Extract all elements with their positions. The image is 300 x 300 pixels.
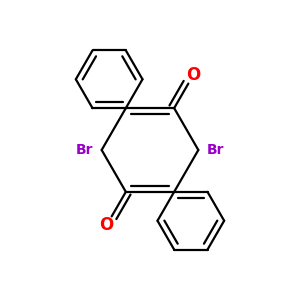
- Text: Br: Br: [207, 143, 224, 157]
- Text: Br: Br: [76, 143, 93, 157]
- Text: O: O: [186, 66, 200, 84]
- Text: O: O: [100, 216, 114, 234]
